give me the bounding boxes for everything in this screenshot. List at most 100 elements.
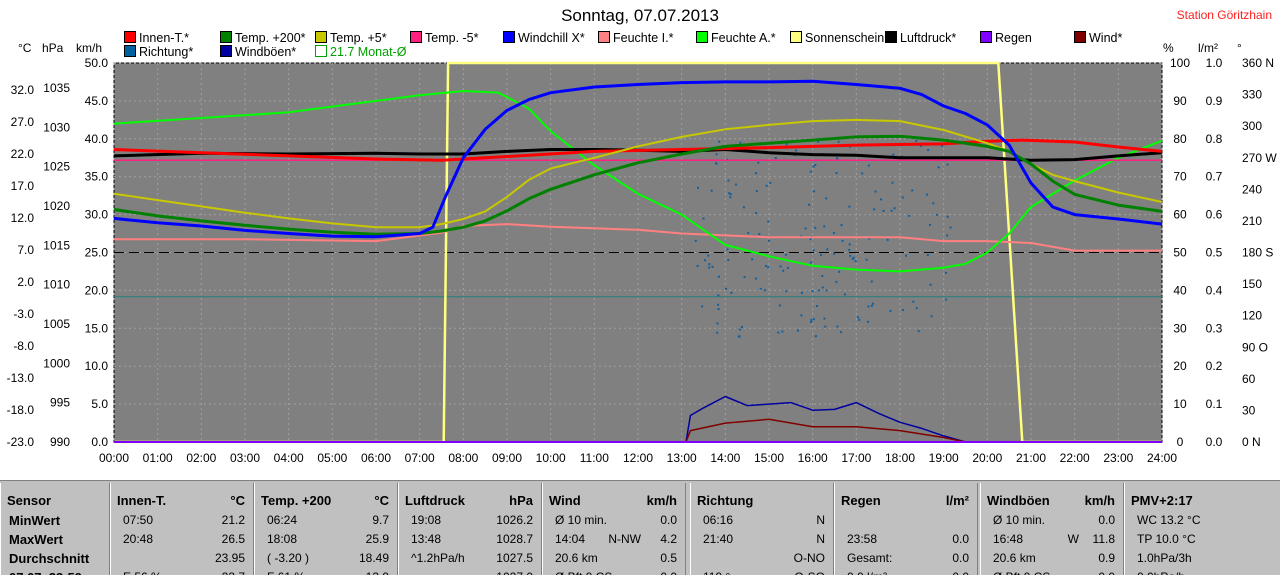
legend-label: Windböen* [235,45,297,59]
direction-point [870,304,873,307]
direction-point [940,144,943,147]
hpa-tick-label: 995 [50,396,70,410]
stats-cell: 13.9 [366,570,389,575]
legend-entry: Sonnenschein [790,31,884,45]
direction-point [825,197,828,200]
celsius-tick-label: -23.0 [7,435,35,449]
legend-label: Temp. +5* [330,31,387,45]
stats-cell: 06:16 [703,513,734,527]
x-tick-label: 16:00 [798,451,828,465]
degree-tick-label: 30 [1242,403,1256,417]
axis-unit-label: hPa [42,41,64,55]
x-tick-label: 03:00 [230,451,260,465]
hpa-tick-label: 1035 [43,81,70,95]
hpa-tick-label: 1015 [43,238,70,252]
x-tick-label: 15:00 [754,451,784,465]
direction-point [889,309,892,312]
direction-point [868,237,871,240]
direction-point [917,330,920,333]
direction-point [865,258,868,261]
stats-header: Luftdruck [405,493,465,508]
direction-point [835,172,838,175]
direction-point [838,270,841,273]
direction-point [742,206,745,209]
stats-cell: 1027.0 [496,570,533,575]
legend-swatch [885,31,897,43]
direction-point [800,314,803,317]
direction-point [728,192,731,195]
direction-point [729,193,732,196]
legend-label: Richtung* [139,45,194,59]
kmh-tick-label: 35.0 [85,170,109,184]
direction-point [927,149,930,152]
legend-label: Temp. -5* [425,31,479,45]
legend-label: Luftdruck* [900,31,957,45]
stats-column: PMV+2:17 WC 13.2 °C TP 10.0 °C 1.0hPa/3h 0.0… [1124,483,1280,575]
stats-cell: 0.0 [952,551,969,565]
stats-cell: Ø 10 min. [993,513,1046,527]
direction-point [763,289,766,292]
stats-cell: 1028.7 [496,532,533,546]
legend-label: Regen [995,31,1032,45]
x-tick-label: 23:00 [1103,451,1133,465]
series-wind [114,418,1162,443]
series-windb-en [114,395,1162,443]
degree-tick-label: 330 [1242,88,1262,102]
direction-point [708,263,711,266]
stats-column: Wind km/h Ø 10 min. 0.0 14:04 N-NW 4.2 20.6 km 0… [542,483,686,575]
direction-point [915,139,918,142]
direction-point [777,331,780,334]
stats-cell: ^1.2hPa/h [411,551,465,565]
direction-point [848,205,851,208]
direction-point [937,166,940,169]
rain-tick-label: 0.8 [1206,132,1223,146]
direction-point [851,257,854,260]
stats-header: Sensor [7,493,52,508]
degree-tick-label: 0 N [1242,435,1261,449]
stats-cell: Gesamt: [847,551,893,565]
stats-unit: km/h [646,493,677,508]
direction-point [796,329,799,332]
direction-point [882,209,885,212]
direction-point [779,265,782,268]
direction-point [784,253,787,256]
legend-entry: Innen-T.* [124,31,189,45]
legend-label: Wind* [1089,31,1123,45]
stats-header: Wind [549,493,581,508]
direction-point [891,181,894,184]
direction-point [696,186,699,189]
direction-point [743,275,746,278]
axis-unit-label: l/m² [1198,41,1218,55]
kmh-tick-label: 25.0 [85,246,109,260]
direction-point [804,227,807,230]
axis-unit-label: °C [18,41,32,55]
stats-cell: 0.0 [1098,570,1115,575]
direction-point [843,293,846,296]
rain-tick-label: 0.2 [1206,359,1223,373]
direction-point [707,254,710,257]
direction-point [716,322,719,325]
stats-cell: TP 10.0 °C [1137,532,1196,546]
stats-cell: 1027.5 [496,551,533,565]
x-tick-label: 04:00 [274,451,304,465]
direction-point [852,256,855,259]
direction-point [716,331,719,334]
stats-column: Regen l/m² 23:58 0.0 Gesamt: 0.0 0.0 l/m² 0.0 [834,483,978,575]
x-tick-label: 13:00 [667,451,697,465]
stats-cell: 18.49 [358,551,389,565]
chart-area: Sonntag, 07.07.2013 Station Göritzhain I… [6,6,1278,465]
direction-point [945,298,948,301]
stats-cell: 0.0 [952,532,969,546]
legend-swatch [503,31,515,43]
direction-point [764,265,767,268]
direction-point [872,302,875,305]
hpa-tick-label: 1020 [43,199,70,213]
stats-cell: MaxWert [9,532,63,547]
celsius-tick-label: 17.0 [11,179,35,193]
stats-cell: Ø Bft 0 CS [993,570,1050,575]
stats-cell: 16:48 [993,532,1024,546]
stats-cell: 4.2 [660,532,677,546]
direction-point [867,164,870,167]
stats-column: Temp. +200 °C 06:24 9.7 18:08 25.9 ( -3.20 ) 18… [254,483,398,575]
stats-cell: O-SO [794,570,825,575]
